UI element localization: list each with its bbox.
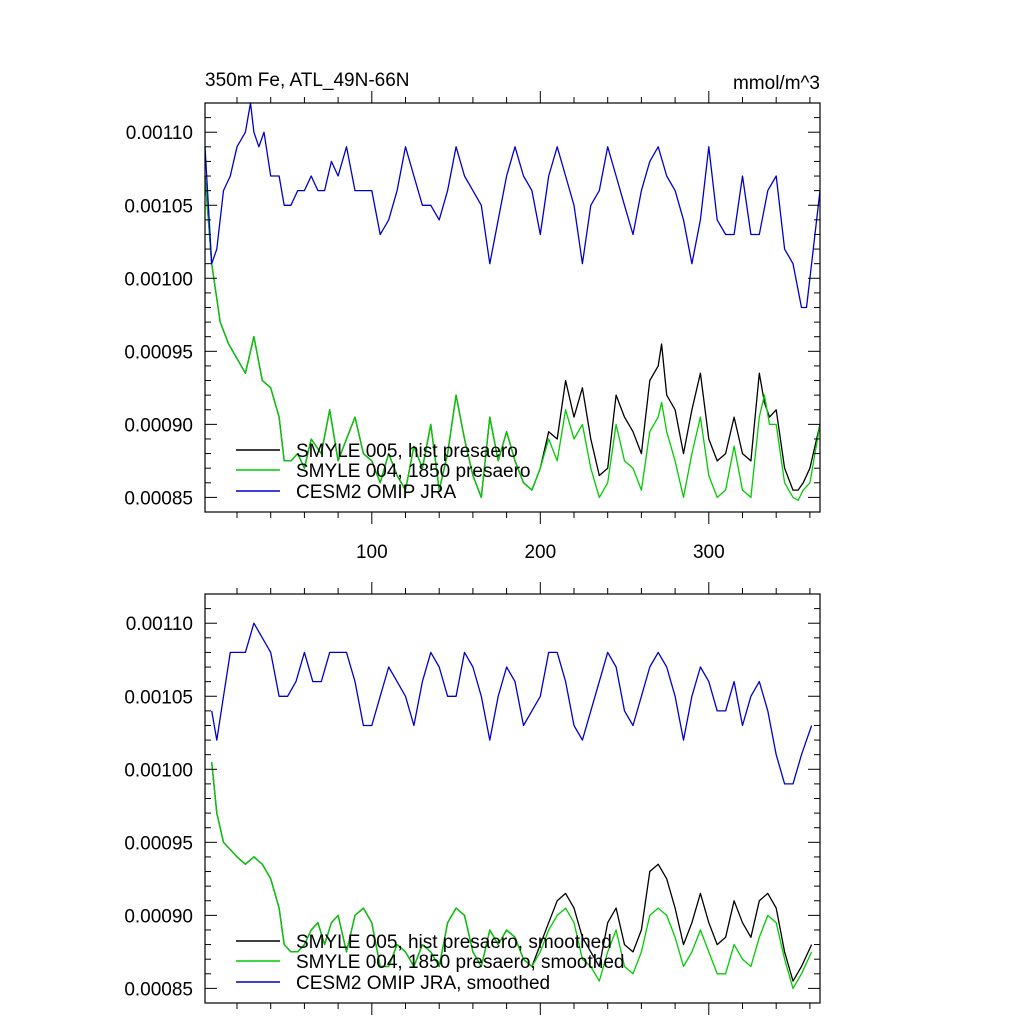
y-tick-label: 0.00110 xyxy=(126,123,193,144)
units-label: mmol/m^3 xyxy=(733,73,820,94)
x-tick-label: 100 xyxy=(356,542,388,563)
series-line-2 xyxy=(204,175,821,501)
y-tick-label: 0.00085 xyxy=(124,488,193,509)
legend-label: SMYLE 004, 1850 presaero, smoothed xyxy=(296,952,624,973)
legend: SMYLE 005, hist presaero, smoothedSMYLE … xyxy=(236,932,624,994)
series-line-2 xyxy=(211,761,813,990)
y-tick-label: 0.00085 xyxy=(124,979,193,1000)
y-tick-label: 0.00095 xyxy=(124,833,193,854)
legend-label: CESM2 OMIP JRA xyxy=(296,482,456,503)
y-tick-label: 0.00105 xyxy=(124,687,193,708)
y-tick-label: 0.00105 xyxy=(124,196,193,217)
legend-label: SMYLE 005, hist presaero xyxy=(296,441,518,462)
y-tick-label: 0.00110 xyxy=(126,614,193,635)
legend-label: SMYLE 005, hist presaero, smoothed xyxy=(296,932,612,953)
y-tick-label: 0.00100 xyxy=(124,760,193,781)
series-line-3 xyxy=(204,102,821,309)
chart-panel-1: 0.00085 0.00090 0.00095 0.00100 0.00105 0.001… xyxy=(124,70,821,563)
legend-label: SMYLE 004, 1850 presaero xyxy=(296,461,531,482)
series-line-3 xyxy=(211,622,813,785)
y-tick-label: 0.00090 xyxy=(124,906,193,927)
y-tick-label: 0.00090 xyxy=(124,415,193,436)
chart-title: 350m Fe, ATL_49N-66N xyxy=(205,70,410,91)
y-tick-label: 0.00095 xyxy=(124,342,193,363)
chart-panel-2: 0.00085 0.00090 0.00095 0.00100 0.00105 0.001… xyxy=(124,582,821,1015)
legend-label: CESM2 OMIP JRA, smoothed xyxy=(296,973,550,994)
x-tick-label: 300 xyxy=(693,542,725,563)
x-tick-label: 200 xyxy=(524,542,556,563)
y-tick-label: 0.00100 xyxy=(124,269,193,290)
